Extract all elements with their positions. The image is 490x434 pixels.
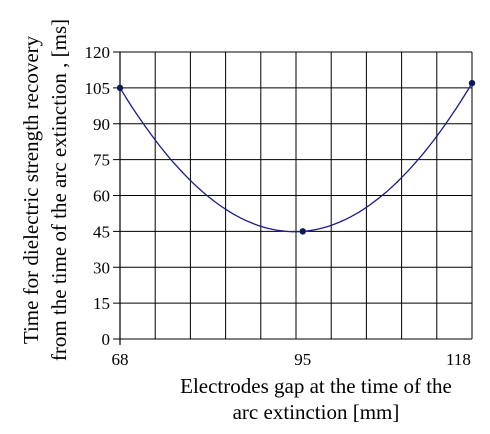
- y-tick-label: 15: [93, 294, 110, 313]
- y-tick-label: 75: [93, 151, 110, 170]
- y-tick-label: 90: [93, 115, 110, 134]
- y-tick-label: 30: [93, 258, 110, 277]
- x-tick-label: 118: [446, 350, 471, 369]
- x-axis-title-line-2: arc extinction [mm]: [233, 400, 400, 424]
- y-tick-label: 120: [85, 43, 111, 62]
- y-axis-title-line-1: Time for dielectric strength recovery: [19, 35, 43, 344]
- x-tick-label: 68: [112, 350, 129, 369]
- x-tick-label: 95: [294, 350, 311, 369]
- data-point: [116, 84, 124, 92]
- x-tick-labels: 68 95 118: [112, 350, 471, 369]
- y-axis-title-line-2: from the time of the arc extinction , [m…: [47, 19, 71, 361]
- data-point: [468, 79, 476, 87]
- x-axis-title-line-1: Electrodes gap at the time of the: [180, 374, 452, 398]
- y-tick-labels: 0 15 30 45 60 75 90 105 120: [85, 43, 111, 349]
- data-point: [299, 228, 306, 235]
- y-tick-label: 45: [93, 222, 110, 241]
- series-layer: [116, 79, 476, 235]
- y-tick-label: 0: [102, 330, 111, 349]
- y-tick-label: 105: [85, 79, 111, 98]
- series-line: [119, 82, 473, 233]
- y-tick-label: 60: [93, 187, 110, 206]
- grid: [113, 51, 473, 345]
